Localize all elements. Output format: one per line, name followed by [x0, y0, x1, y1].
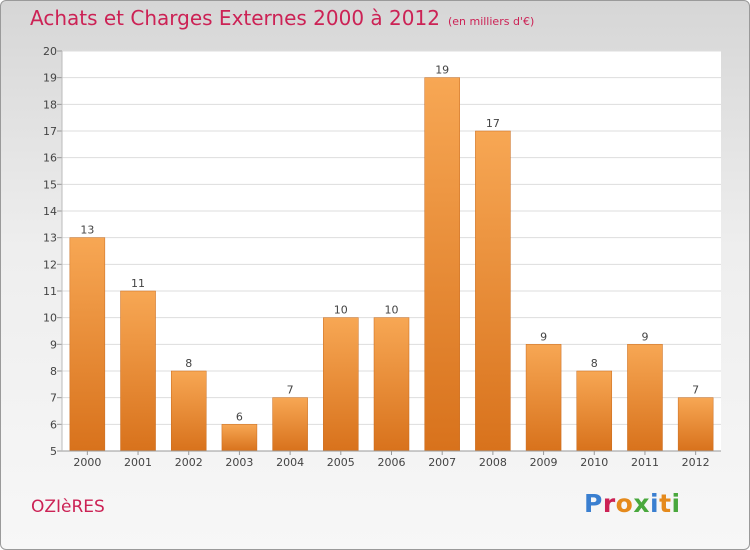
data-label-2000: 13 — [80, 224, 94, 237]
data-label-2005: 10 — [334, 304, 348, 317]
bar-2008 — [475, 130, 511, 452]
y-tick-label: 15 — [43, 178, 57, 191]
chart-title: Achats et Charges Externes 2000 à 2012 — [30, 6, 440, 30]
bar-2011 — [627, 344, 663, 452]
x-tick-label-2001: 2001 — [124, 456, 152, 469]
data-label-2003: 6 — [236, 410, 243, 423]
y-tick-label: 8 — [50, 365, 57, 378]
x-tick-label-2012: 2012 — [682, 456, 710, 469]
bar-2000 — [69, 237, 106, 452]
bar-2007 — [424, 77, 460, 452]
data-label-2008: 17 — [486, 117, 500, 130]
x-tick-label-2004: 2004 — [276, 456, 304, 469]
y-tick-label: 20 — [43, 45, 57, 58]
data-label-2007: 19 — [435, 64, 449, 77]
data-label-2004: 7 — [287, 384, 294, 397]
y-tick-label: 5 — [50, 445, 57, 458]
y-tick-label: 19 — [43, 72, 57, 85]
data-label-2011: 9 — [641, 330, 648, 343]
data-label-2002: 8 — [185, 357, 192, 370]
y-tick-label: 13 — [43, 232, 57, 245]
x-axis-ticks: 2000 2001 2002 2003 2004 2005 2006 2007 2008 2009… — [73, 451, 710, 469]
x-tick-label-2000: 2000 — [73, 456, 101, 469]
bar-2004 — [272, 397, 308, 452]
x-tick-label-2002: 2002 — [175, 456, 203, 469]
y-tick-label: 7 — [50, 392, 57, 405]
chart-title-block: Achats et Charges Externes 2000 à 2012 (e… — [30, 6, 534, 30]
chart-subtitle: (en milliers d'€) — [447, 15, 535, 28]
commune-name: OZIèRES — [31, 497, 105, 517]
data-label-2012: 7 — [692, 384, 699, 397]
y-tick-label: 14 — [43, 205, 57, 218]
x-tick-label-2005: 2005 — [327, 456, 355, 469]
data-label-2006: 10 — [385, 304, 399, 317]
bar-2009 — [525, 344, 562, 452]
y-tick-label: 6 — [50, 418, 57, 431]
data-label-2010: 8 — [591, 357, 598, 370]
x-tick-label-2006: 2006 — [378, 456, 406, 469]
bars — [69, 77, 714, 452]
data-label-2001: 11 — [131, 277, 145, 290]
data-label-2009: 9 — [540, 330, 547, 343]
y-tick-label: 10 — [43, 312, 57, 325]
bar-2002 — [170, 370, 207, 452]
y-tick-label: 17 — [43, 125, 57, 138]
x-tick-label-2010: 2010 — [580, 456, 608, 469]
y-axis-ticks: 5 6 7 8 9 10 11 12 13 14 15 16 17 18 19 20 — [43, 45, 62, 458]
proxiti-logo: Proxiti — [584, 489, 681, 518]
data-labels: 13 11 8 6 7 10 10 19 17 9 8 9 7 — [80, 64, 699, 424]
y-tick-label: 12 — [43, 258, 57, 271]
bar-2012 — [677, 397, 714, 452]
y-tick-label: 11 — [43, 285, 57, 298]
x-tick-label-2003: 2003 — [225, 456, 253, 469]
bar-2006 — [373, 317, 410, 452]
y-tick-label: 16 — [43, 152, 57, 165]
x-tick-label-2007: 2007 — [428, 456, 456, 469]
x-tick-label-2011: 2011 — [631, 456, 659, 469]
bar-2001 — [120, 290, 156, 452]
bar-2005 — [323, 317, 359, 452]
x-tick-label-2008: 2008 — [479, 456, 507, 469]
bar-2010 — [576, 370, 613, 452]
y-tick-label: 18 — [43, 98, 57, 111]
x-tick-label-2009: 2009 — [530, 456, 558, 469]
y-tick-label: 9 — [50, 338, 57, 351]
bar-2003 — [221, 424, 258, 452]
